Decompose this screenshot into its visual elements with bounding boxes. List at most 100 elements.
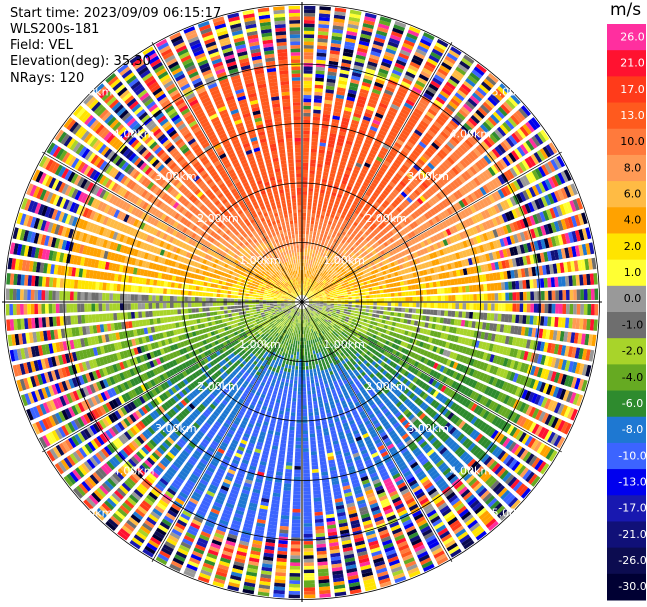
range-gate [330,286,335,289]
range-gate [303,134,310,138]
range-gate [337,304,342,306]
range-gate [515,163,524,174]
range-gate [369,216,376,222]
range-gate [293,387,297,392]
range-gate [311,296,316,299]
range-gate [344,169,351,176]
range-gate [537,291,542,301]
range-gate [450,334,456,342]
range-gate [365,254,371,259]
range-gate [325,283,329,287]
range-gate [302,216,306,220]
range-gate [499,226,506,236]
range-gate [505,303,510,312]
range-gate [344,261,349,266]
range-gate [363,245,369,250]
range-gate [551,303,556,314]
range-gate [345,225,351,230]
range-gate [482,274,487,282]
range-gate [303,66,313,71]
range-gate [329,257,334,262]
range-gate [399,180,407,188]
range-gate [298,376,302,381]
range-gate [452,234,459,243]
range-gate [389,75,400,83]
range-gate [295,441,302,445]
range-gate [451,343,457,351]
range-gate [360,33,372,40]
range-gate [288,433,295,438]
range-gate [378,19,391,27]
range-gate [383,248,389,254]
range-gate [386,44,398,52]
range-gate [360,258,365,263]
range-gate [307,198,313,203]
range-gate [377,132,386,140]
range-gate [318,240,322,245]
range-gate [450,193,457,202]
range-gate [334,302,338,304]
range-gate [295,444,301,449]
range-gate [473,294,477,301]
range-gate [329,57,339,62]
range-gate [436,151,445,160]
range-gate [441,256,447,264]
range-gate [518,107,529,119]
range-gate [309,429,315,434]
range-gate [303,291,305,296]
range-gate [529,254,535,265]
range-gate [469,294,474,301]
range-gate [537,197,545,209]
range-gate [320,268,324,272]
range-gate [435,224,442,232]
range-gate [440,130,449,140]
range-gate [506,358,512,368]
range-gate [480,140,490,151]
range-gate [308,412,314,417]
range-gate [397,312,402,317]
range-gate [335,94,345,100]
range-gate [291,526,301,531]
range-gate [356,98,366,105]
range-gate [400,250,407,257]
range-gate [325,254,329,259]
range-gate [322,295,327,298]
range-gate [388,194,395,201]
range-gate [483,263,489,272]
range-gate [347,133,355,139]
range-gate [380,298,385,302]
range-gate [577,378,585,391]
range-gate [304,262,306,267]
range-gate [302,202,307,206]
range-gate [317,45,328,50]
range-gate [416,296,420,302]
range-gate [290,548,301,552]
range-gate [386,311,391,316]
range-gate [303,80,313,85]
range-gate [309,426,315,431]
range-gate [467,136,476,146]
range-gate [444,310,449,317]
range-gate [302,187,308,192]
range-gate [594,304,599,316]
range-gate [373,330,379,335]
range-gate [405,291,409,296]
range-gate [412,302,417,308]
range-gate [550,236,557,247]
range-gate [326,297,331,300]
range-gate [322,294,327,297]
range-gate [481,81,492,92]
range-gate [392,249,398,255]
range-gate [333,265,338,269]
range-gate [455,189,463,198]
range-gate [475,63,487,74]
range-gate [314,261,318,266]
range-gate [553,221,561,232]
range-gate [312,397,317,402]
range-gate [516,361,523,372]
range-gate [522,141,532,153]
range-gate [340,295,345,298]
range-gate [446,207,453,216]
range-gate [422,255,428,262]
range-gate [433,295,438,302]
